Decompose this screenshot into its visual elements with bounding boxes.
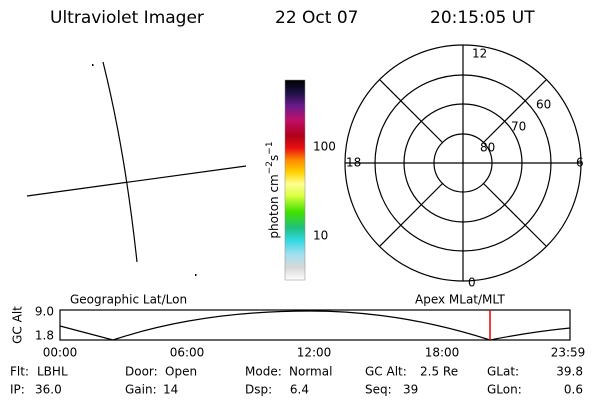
- lat-label: 80: [480, 141, 495, 155]
- unit-exp: −2: [265, 161, 275, 174]
- colorbar-tick: 100: [313, 140, 336, 154]
- orbit-left-label: Geographic Lat/Lon: [70, 293, 187, 307]
- date: 22 Oct 07: [275, 8, 358, 28]
- colorbar-label: photon cm−2s−1: [265, 141, 281, 238]
- mlt-label: 12: [472, 47, 487, 61]
- info-value: LBHL: [37, 365, 68, 379]
- diag: [482, 182, 547, 247]
- unit-exp: −1: [265, 141, 275, 154]
- orbit-frame: [59, 309, 571, 341]
- orbit-y-tick: 9.0: [35, 305, 54, 319]
- diag: [379, 79, 444, 144]
- x-tick-label: 00:00: [43, 346, 78, 360]
- orbit-y-tick: 1.8: [35, 329, 54, 343]
- info-label: Mode:: [245, 365, 282, 379]
- diag: [379, 182, 444, 247]
- lat-label: 60: [536, 98, 551, 112]
- info-label: Dsp:: [245, 383, 272, 397]
- info-value: 36.0: [35, 383, 62, 397]
- info-label: Flt:: [10, 365, 29, 379]
- map-dot: [195, 274, 197, 276]
- info-label: Door:: [125, 365, 158, 379]
- info-label: Seq:: [365, 383, 392, 397]
- info-table: Flt: LBHL Door: Open Mode: Normal GC Alt: 2.5 R…: [10, 365, 583, 397]
- info-value: 6.4: [290, 383, 309, 397]
- orbit-curve: [59, 310, 571, 341]
- polar-grid: [344, 44, 582, 282]
- unit: s: [267, 155, 281, 161]
- info-label: Gain:: [125, 383, 157, 397]
- info-label: GLon:: [487, 383, 522, 397]
- lat-label: 70: [511, 120, 526, 134]
- colorbar-tick: 10: [313, 229, 328, 243]
- info-value: 39.8: [556, 365, 583, 379]
- latitude-line: [26, 165, 247, 197]
- info-value: 0.6: [564, 383, 583, 397]
- longitude-line: [102, 61, 138, 263]
- mlt-label: 6: [576, 156, 584, 170]
- x-tick-label: 18:00: [425, 346, 460, 360]
- colorbar: [284, 79, 306, 281]
- orbit-x-ticks: 00:00 06:00 12:00 18:00 23:59: [43, 346, 586, 360]
- info-label: GLat:: [487, 365, 519, 379]
- x-tick-label: 06:00: [170, 346, 205, 360]
- info-label: IP:: [10, 383, 25, 397]
- title: Ultraviolet Imager: [50, 8, 204, 28]
- orbit-y-label: GC Alt: [11, 306, 25, 344]
- x-tick-label: 12:00: [297, 346, 332, 360]
- time: 20:15:05 UT: [430, 8, 535, 28]
- info-value: 2.5 Re: [420, 365, 458, 379]
- info-value: 14: [163, 383, 178, 397]
- info-label: GC Alt:: [365, 365, 407, 379]
- map-dot: [92, 64, 94, 66]
- info-value: 39: [403, 383, 418, 397]
- orbit-right-label: Apex MLat/MLT: [415, 293, 505, 307]
- info-value: Normal: [289, 365, 332, 379]
- mlt-label: 18: [346, 156, 361, 170]
- mlt-label: 0: [468, 276, 476, 290]
- info-value: Open: [165, 365, 197, 379]
- unit: photon cm: [267, 174, 281, 238]
- diag: [482, 79, 547, 144]
- x-tick-label: 23:59: [551, 346, 586, 360]
